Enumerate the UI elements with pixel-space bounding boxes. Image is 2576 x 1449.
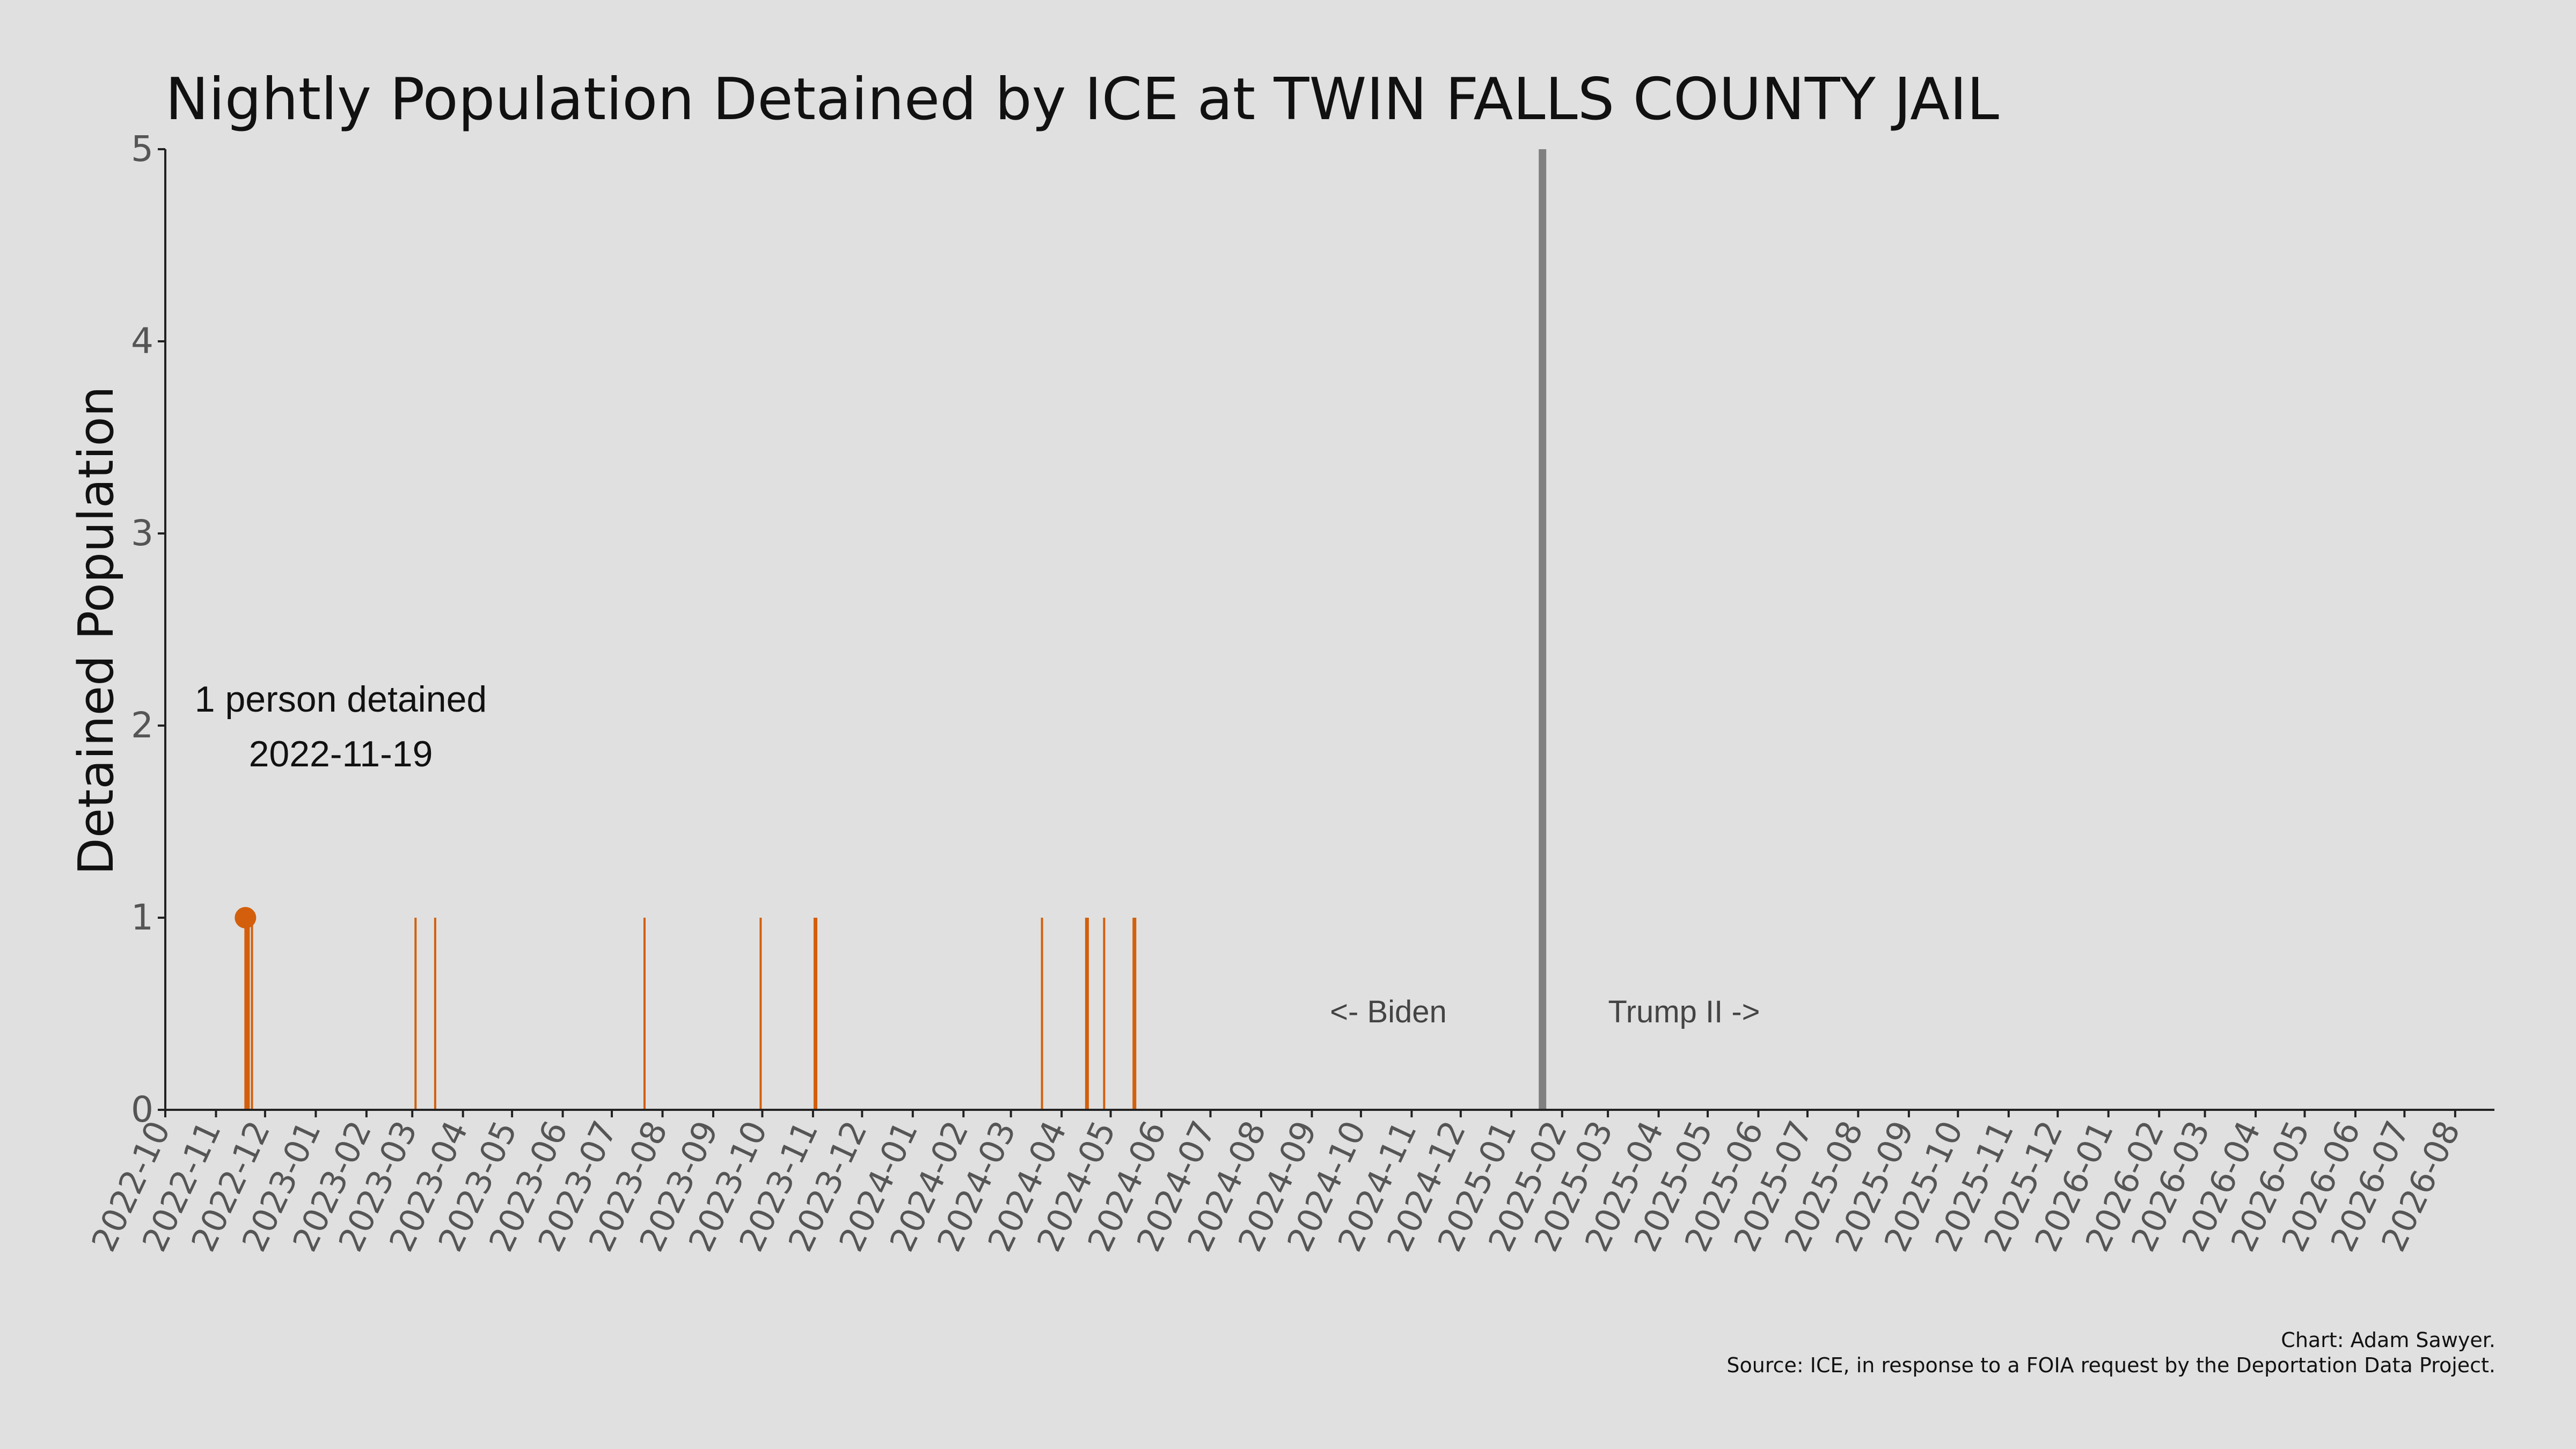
y-tick-label: 1 <box>131 897 153 938</box>
text-layer: Nightly Population Detained by ICE at TW… <box>68 66 2496 1377</box>
peak-marker <box>235 907 257 928</box>
peak-annotation-line1: 1 person detained <box>195 679 487 720</box>
chart-source: Source: ICE, in response to a FOIA reque… <box>1726 1353 2496 1377</box>
y-tick-label: 5 <box>131 128 153 170</box>
y-tick-label: 2 <box>131 705 153 746</box>
y-tick-label: 0 <box>131 1089 153 1130</box>
left-era-label: <- Biden <box>1330 994 1447 1029</box>
bars-layer <box>235 907 1137 1110</box>
chart-title: Nightly Population Detained by ICE at TW… <box>165 66 1999 133</box>
y-tick-label: 3 <box>131 513 153 554</box>
chart-credit: Chart: Adam Sawyer. <box>2281 1328 2496 1352</box>
right-era-label: Trump II -> <box>1608 994 1760 1029</box>
y-axis-label: Detained Population <box>68 386 125 875</box>
y-tick-label: 4 <box>131 320 153 362</box>
peak-annotation-line2: 2022-11-19 <box>249 734 433 774</box>
